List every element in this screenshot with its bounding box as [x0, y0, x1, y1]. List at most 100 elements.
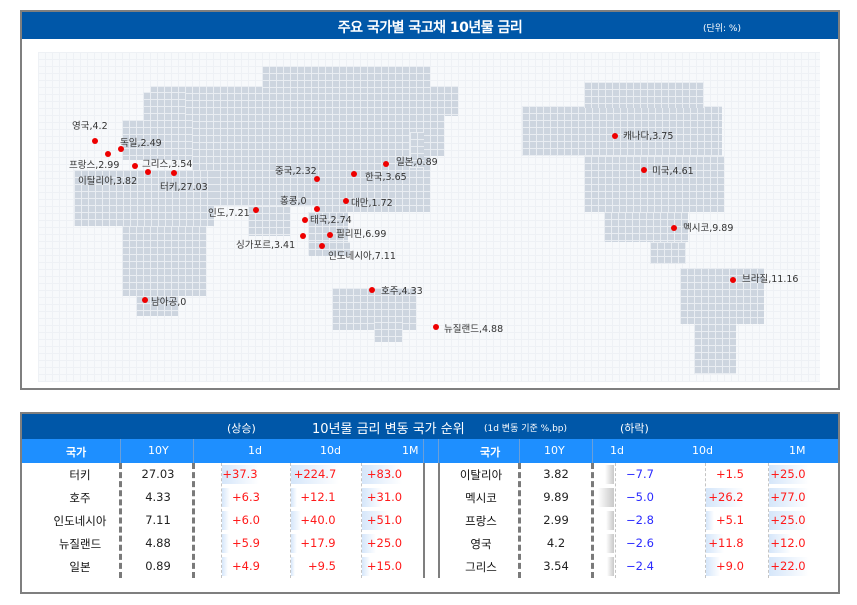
falling-1m: +25.0: [770, 513, 806, 527]
land-south-america: [680, 268, 764, 324]
col-divider: [120, 439, 121, 463]
falling-10y: 2.99: [543, 513, 569, 527]
marker-newzealand[interactable]: [433, 324, 439, 330]
col-divider: [193, 439, 194, 463]
falling-1d: −2.8: [626, 513, 654, 527]
rising-10y: 27.03: [141, 467, 175, 481]
rising-1m: +51.0: [366, 513, 403, 527]
marker-singapore[interactable]: [300, 233, 306, 239]
falling-10d: +9.0: [716, 559, 744, 573]
dotted-divider: [768, 463, 769, 578]
falling-10y: 3.82: [543, 467, 569, 481]
marker-france[interactable]: [105, 151, 111, 157]
table-row[interactable]: 인도네시아 7.11 +6.0 +40.0 +51.0 프랑스 2.99 −2.…: [22, 509, 838, 532]
label-india: 인도,7.21: [208, 208, 250, 219]
marker-turkey[interactable]: [171, 170, 177, 176]
label-taiwan: 대만,1.72: [351, 198, 393, 209]
dotted-divider: [290, 463, 291, 578]
falling-10y: 9.89: [543, 490, 569, 504]
label-hongkong: 홍콩,0: [280, 196, 307, 207]
rising-1m: +31.0: [366, 490, 403, 504]
land-australia-south: [374, 322, 402, 342]
label-australia: 호주,4.33: [381, 286, 423, 297]
marker-canada[interactable]: [612, 133, 618, 139]
land-arctic: [584, 82, 704, 108]
label-thailand: 태국,2.74: [310, 215, 352, 226]
marker-italy[interactable]: [145, 169, 151, 175]
marker-korea[interactable]: [351, 171, 357, 177]
rising-1m: +25.0: [366, 536, 403, 550]
land-eurasia-north: [262, 66, 430, 90]
col-1m-left[interactable]: 1M: [402, 444, 419, 457]
col-country-left[interactable]: 국가: [66, 446, 87, 459]
marker-brazil[interactable]: [730, 277, 736, 283]
col-10d-right[interactable]: 10d: [692, 444, 713, 457]
table-row[interactable]: 일본 0.89 +4.9 +9.5 +15.0 그리스 3.54 −2.4 +9…: [22, 555, 838, 578]
land-eurasia: [150, 86, 444, 156]
col-10y-right[interactable]: 10Y: [544, 444, 565, 457]
falling-10d: +1.5: [716, 467, 744, 481]
table-middle-separator: [423, 463, 425, 578]
col-1d-right[interactable]: 1d: [610, 444, 624, 457]
marker-indonesia[interactable]: [319, 243, 325, 249]
col-1d-left[interactable]: 1d: [248, 444, 262, 457]
falling-1d: −7.7: [626, 467, 654, 481]
label-germany: 독일,2.49: [120, 138, 162, 149]
col-divider: [438, 439, 439, 463]
col-country-right[interactable]: 국가: [480, 446, 501, 459]
falling-10d: +26.2: [708, 490, 744, 504]
table-row[interactable]: 뉴질랜드 4.88 +5.9 +17.9 +25.0 영국 4.2 −2.6 +…: [22, 532, 838, 555]
marker-india[interactable]: [253, 207, 259, 213]
map-unit: (단위: %): [702, 24, 741, 34]
label-usa: 미국,4.61: [652, 166, 694, 177]
label-uk: 영국,4.2: [72, 121, 108, 132]
land-japan: [410, 132, 424, 168]
rising-1d: +4.9: [232, 559, 260, 573]
marker-hongkong[interactable]: [314, 206, 320, 212]
col-divider: [423, 439, 424, 463]
marker-germany[interactable]: [118, 146, 124, 152]
table-middle-separator: [438, 463, 440, 578]
rising-1d: +37.3: [222, 467, 258, 481]
marker-china[interactable]: [314, 176, 320, 182]
map-header: 주요 국가별 국고채 10년물 금리 (단위: %): [22, 12, 838, 39]
dotted-divider: [221, 463, 222, 578]
col-divider: [519, 439, 520, 463]
marker-japan[interactable]: [383, 161, 389, 167]
rising-country: 일본: [69, 560, 91, 574]
rising-1d: +6.3: [232, 490, 260, 504]
marker-australia[interactable]: [369, 287, 375, 293]
marker-southafrica[interactable]: [142, 297, 148, 303]
yield-map-panel: 주요 국가별 국고채 10년물 금리 (단위: %) 영국,4.2: [20, 10, 840, 390]
marker-greece[interactable]: [132, 163, 138, 169]
dotted-divider: [361, 463, 362, 578]
rising-10d: +40.0: [300, 513, 336, 527]
rising-10d: +224.7: [293, 467, 337, 481]
map-title: 주요 국가별 국고채 10년물 금리: [337, 20, 523, 36]
falling-10y: 3.54: [543, 559, 569, 573]
marker-philippines[interactable]: [327, 232, 333, 238]
label-brazil: 브라질,11.16: [742, 274, 799, 285]
rising-10y: 4.33: [145, 490, 171, 504]
table-body: 터키 27.03 +37.3 +224.7 +83.0 이탈리아 3.82 −7…: [22, 463, 838, 578]
land-south-america-south: [694, 324, 736, 374]
col-10d-left[interactable]: 10d: [320, 444, 341, 457]
rising-country: 호주: [69, 491, 91, 505]
falling-10d: +11.8: [708, 536, 744, 550]
marker-usa[interactable]: [641, 167, 647, 173]
marker-uk[interactable]: [92, 138, 98, 144]
table-row[interactable]: 터키 27.03 +37.3 +224.7 +83.0 이탈리아 3.82 −7…: [22, 463, 838, 486]
marker-thailand[interactable]: [302, 217, 308, 223]
marker-mexico[interactable]: [671, 225, 677, 231]
dashed-divider: [518, 463, 521, 578]
world-map: 영국,4.2 독일,2.49 프랑스,2.99 그리스,3.54 이탈리아,3.…: [38, 52, 820, 382]
column-headers: 국가 10Y 1d 10d 1M 국가 10Y 1d 10d 1M: [22, 439, 838, 463]
col-10y-left[interactable]: 10Y: [148, 444, 169, 457]
land-north-america: [584, 156, 724, 212]
rising-10y: 0.89: [145, 559, 171, 573]
marker-taiwan[interactable]: [343, 198, 349, 204]
col-1m-right[interactable]: 1M: [789, 444, 806, 457]
ranking-table-panel: (상승) 10년물 금리 변동 국가 순위 (1d 변동 기준 %,bp) (하…: [20, 412, 840, 594]
land-north-america-north: [522, 106, 722, 156]
table-row[interactable]: 호주 4.33 +6.3 +12.1 +31.0 멕시코 9.89 −5.0 +…: [22, 486, 838, 509]
